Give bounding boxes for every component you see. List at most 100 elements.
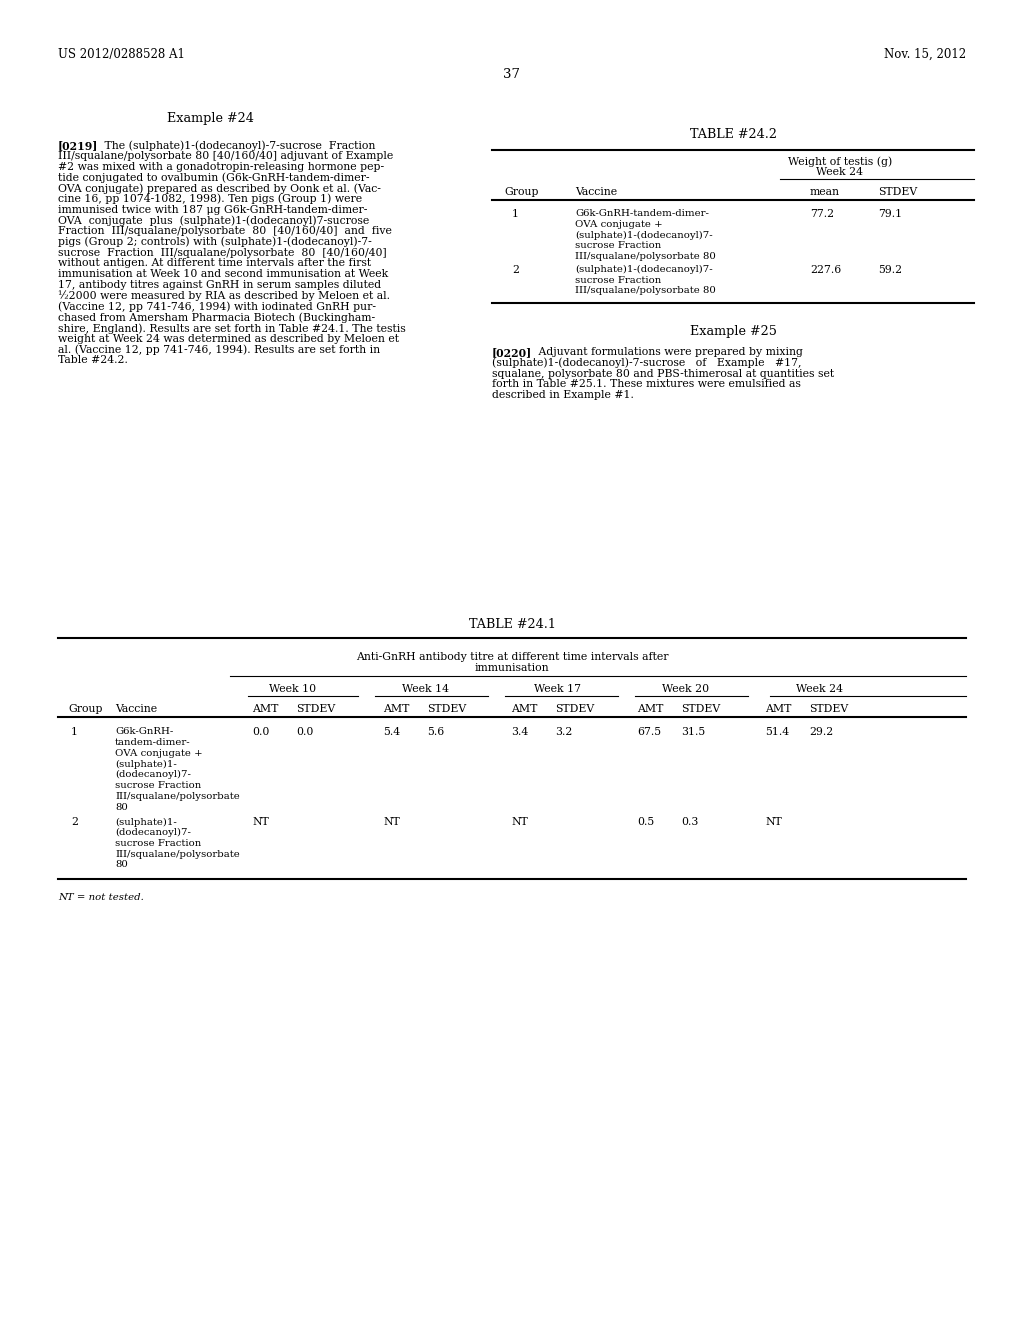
Text: (sulphate)1-: (sulphate)1-	[115, 817, 177, 826]
Text: AMT: AMT	[252, 705, 279, 714]
Text: NT = not tested.: NT = not tested.	[58, 894, 144, 903]
Text: AMT: AMT	[383, 705, 410, 714]
Text: 5.4: 5.4	[383, 727, 400, 738]
Text: G6k-GnRH-tandem-dimer-: G6k-GnRH-tandem-dimer-	[575, 209, 709, 218]
Text: immunisation: immunisation	[475, 663, 549, 673]
Text: 80: 80	[115, 803, 128, 812]
Text: 37: 37	[504, 69, 520, 81]
Text: TABLE #24.1: TABLE #24.1	[469, 618, 555, 631]
Text: Week 20: Week 20	[663, 684, 710, 693]
Text: NT: NT	[383, 817, 399, 828]
Text: Week 17: Week 17	[534, 684, 581, 693]
Text: 0.0: 0.0	[296, 727, 313, 738]
Text: US 2012/0288528 A1: US 2012/0288528 A1	[58, 48, 185, 61]
Text: pigs (Group 2; controls) with (sulphate)1-(dodecanoyl)-7-: pigs (Group 2; controls) with (sulphate)…	[58, 236, 372, 247]
Text: 80: 80	[115, 861, 128, 870]
Text: sucrose  Fraction  III/squalane/polysorbate  80  [40/160/40]: sucrose Fraction III/squalane/polysorbat…	[58, 248, 387, 257]
Text: 0.3: 0.3	[681, 817, 698, 828]
Text: 17, antibody titres against GnRH in serum samples diluted: 17, antibody titres against GnRH in seru…	[58, 280, 381, 290]
Text: Week 14: Week 14	[401, 684, 449, 693]
Text: STDEV: STDEV	[681, 705, 720, 714]
Text: The (sulphate)1-(dodecanoyl)-7-sucrose  Fraction: The (sulphate)1-(dodecanoyl)-7-sucrose F…	[94, 140, 376, 150]
Text: STDEV: STDEV	[296, 705, 335, 714]
Text: 29.2: 29.2	[809, 727, 834, 738]
Text: 0.5: 0.5	[637, 817, 654, 828]
Text: 77.2: 77.2	[810, 209, 835, 219]
Text: 2: 2	[512, 265, 519, 275]
Text: STDEV: STDEV	[427, 705, 466, 714]
Text: Vaccine: Vaccine	[575, 187, 617, 197]
Text: (dodecanoyl)7-: (dodecanoyl)7-	[115, 828, 190, 837]
Text: 51.4: 51.4	[765, 727, 790, 738]
Text: OVA  conjugate  plus  (sulphate)1-(dodecanoyl)7-sucrose: OVA conjugate plus (sulphate)1-(dodecano…	[58, 215, 370, 226]
Text: sucrose Fraction: sucrose Fraction	[115, 840, 202, 847]
Text: Adjuvant formulations were prepared by mixing: Adjuvant formulations were prepared by m…	[528, 347, 803, 358]
Text: III/squalane/polysorbate 80 [40/160/40] adjuvant of Example: III/squalane/polysorbate 80 [40/160/40] …	[58, 150, 393, 161]
Text: Group: Group	[504, 187, 539, 197]
Text: ½2000 were measured by RIA as described by Meloen et al.: ½2000 were measured by RIA as described …	[58, 290, 390, 301]
Text: Example #25: Example #25	[689, 325, 776, 338]
Text: without antigen. At different time intervals after the first: without antigen. At different time inter…	[58, 259, 371, 268]
Text: sucrose Fraction: sucrose Fraction	[575, 276, 662, 285]
Text: (dodecanoyl)7-: (dodecanoyl)7-	[115, 771, 190, 780]
Text: Example #24: Example #24	[167, 112, 253, 125]
Text: [0220]: [0220]	[492, 347, 532, 358]
Text: tandem-dimer-: tandem-dimer-	[115, 738, 190, 747]
Text: (sulphate)1-(dodecanoyl)-7-sucrose   of   Example   #17,: (sulphate)1-(dodecanoyl)-7-sucrose of Ex…	[492, 358, 802, 368]
Text: (Vaccine 12, pp 741-746, 1994) with iodinated GnRH pur-: (Vaccine 12, pp 741-746, 1994) with iodi…	[58, 301, 376, 312]
Text: III/squalane/polysorbate 80: III/squalane/polysorbate 80	[575, 252, 716, 261]
Text: weight at Week 24 was determined as described by Meloen et: weight at Week 24 was determined as desc…	[58, 334, 399, 343]
Text: 3.4: 3.4	[511, 727, 528, 738]
Text: NT: NT	[765, 817, 781, 828]
Text: 0.0: 0.0	[252, 727, 269, 738]
Text: 2: 2	[71, 817, 78, 828]
Text: STDEV: STDEV	[878, 187, 918, 197]
Text: 79.1: 79.1	[878, 209, 902, 219]
Text: OVA conjugate +: OVA conjugate +	[115, 748, 203, 758]
Text: (sulphate)1-(dodecanoyl)7-: (sulphate)1-(dodecanoyl)7-	[575, 231, 713, 240]
Text: Table #24.2.: Table #24.2.	[58, 355, 128, 366]
Text: TABLE #24.2: TABLE #24.2	[689, 128, 776, 141]
Text: cine 16, pp 1074-1082, 1998). Ten pigs (Group 1) were: cine 16, pp 1074-1082, 1998). Ten pigs (…	[58, 194, 362, 205]
Text: III/squalane/polysorbate: III/squalane/polysorbate	[115, 792, 240, 801]
Text: 1: 1	[71, 727, 78, 738]
Text: al. (Vaccine 12, pp 741-746, 1994). Results are set forth in: al. (Vaccine 12, pp 741-746, 1994). Resu…	[58, 345, 380, 355]
Text: III/squalane/polysorbate 80: III/squalane/polysorbate 80	[575, 286, 716, 296]
Text: STDEV: STDEV	[809, 705, 848, 714]
Text: AMT: AMT	[511, 705, 538, 714]
Text: Week 24: Week 24	[816, 168, 863, 177]
Text: immunised twice with 187 μg G6k-GnRH-tandem-dimer-: immunised twice with 187 μg G6k-GnRH-tan…	[58, 205, 368, 215]
Text: NT: NT	[252, 817, 268, 828]
Text: G6k-GnRH-: G6k-GnRH-	[115, 727, 173, 737]
Text: described in Example #1.: described in Example #1.	[492, 391, 634, 400]
Text: (sulphate)1-(dodecanoyl)7-: (sulphate)1-(dodecanoyl)7-	[575, 265, 713, 275]
Text: 31.5: 31.5	[681, 727, 706, 738]
Text: sucrose Fraction: sucrose Fraction	[575, 242, 662, 251]
Text: sucrose Fraction: sucrose Fraction	[115, 781, 202, 791]
Text: forth in Table #25.1. These mixtures were emulsified as: forth in Table #25.1. These mixtures wer…	[492, 379, 801, 389]
Text: tide conjugated to ovalbumin (G6k-GnRH-tandem-dimer-: tide conjugated to ovalbumin (G6k-GnRH-t…	[58, 173, 370, 183]
Text: 1: 1	[512, 209, 519, 219]
Text: Anti-GnRH antibody titre at different time intervals after: Anti-GnRH antibody titre at different ti…	[355, 652, 669, 663]
Text: 5.6: 5.6	[427, 727, 444, 738]
Text: shire, England). Results are set forth in Table #24.1. The testis: shire, England). Results are set forth i…	[58, 323, 406, 334]
Text: 227.6: 227.6	[810, 265, 842, 275]
Text: AMT: AMT	[637, 705, 664, 714]
Text: Fraction  III/squalane/polysorbate  80  [40/160/40]  and  five: Fraction III/squalane/polysorbate 80 [40…	[58, 226, 392, 236]
Text: Nov. 15, 2012: Nov. 15, 2012	[884, 48, 966, 61]
Text: AMT: AMT	[765, 705, 792, 714]
Text: STDEV: STDEV	[555, 705, 594, 714]
Text: Group: Group	[68, 705, 102, 714]
Text: immunisation at Week 10 and second immunisation at Week: immunisation at Week 10 and second immun…	[58, 269, 388, 279]
Text: chased from Amersham Pharmacia Biotech (Buckingham-: chased from Amersham Pharmacia Biotech (…	[58, 313, 375, 323]
Text: #2 was mixed with a gonadotropin-releasing hormone pep-: #2 was mixed with a gonadotropin-releasi…	[58, 161, 384, 172]
Text: (sulphate)1-: (sulphate)1-	[115, 759, 177, 768]
Text: [0219]: [0219]	[58, 140, 98, 150]
Text: mean: mean	[810, 187, 840, 197]
Text: Vaccine: Vaccine	[115, 705, 157, 714]
Text: OVA conjugate +: OVA conjugate +	[575, 219, 663, 228]
Text: squalane, polysorbate 80 and PBS-thimerosal at quantities set: squalane, polysorbate 80 and PBS-thimero…	[492, 368, 835, 379]
Text: NT: NT	[511, 817, 527, 828]
Text: OVA conjugate) prepared as described by Oonk et al. (Vac-: OVA conjugate) prepared as described by …	[58, 183, 381, 194]
Text: III/squalane/polysorbate: III/squalane/polysorbate	[115, 850, 240, 859]
